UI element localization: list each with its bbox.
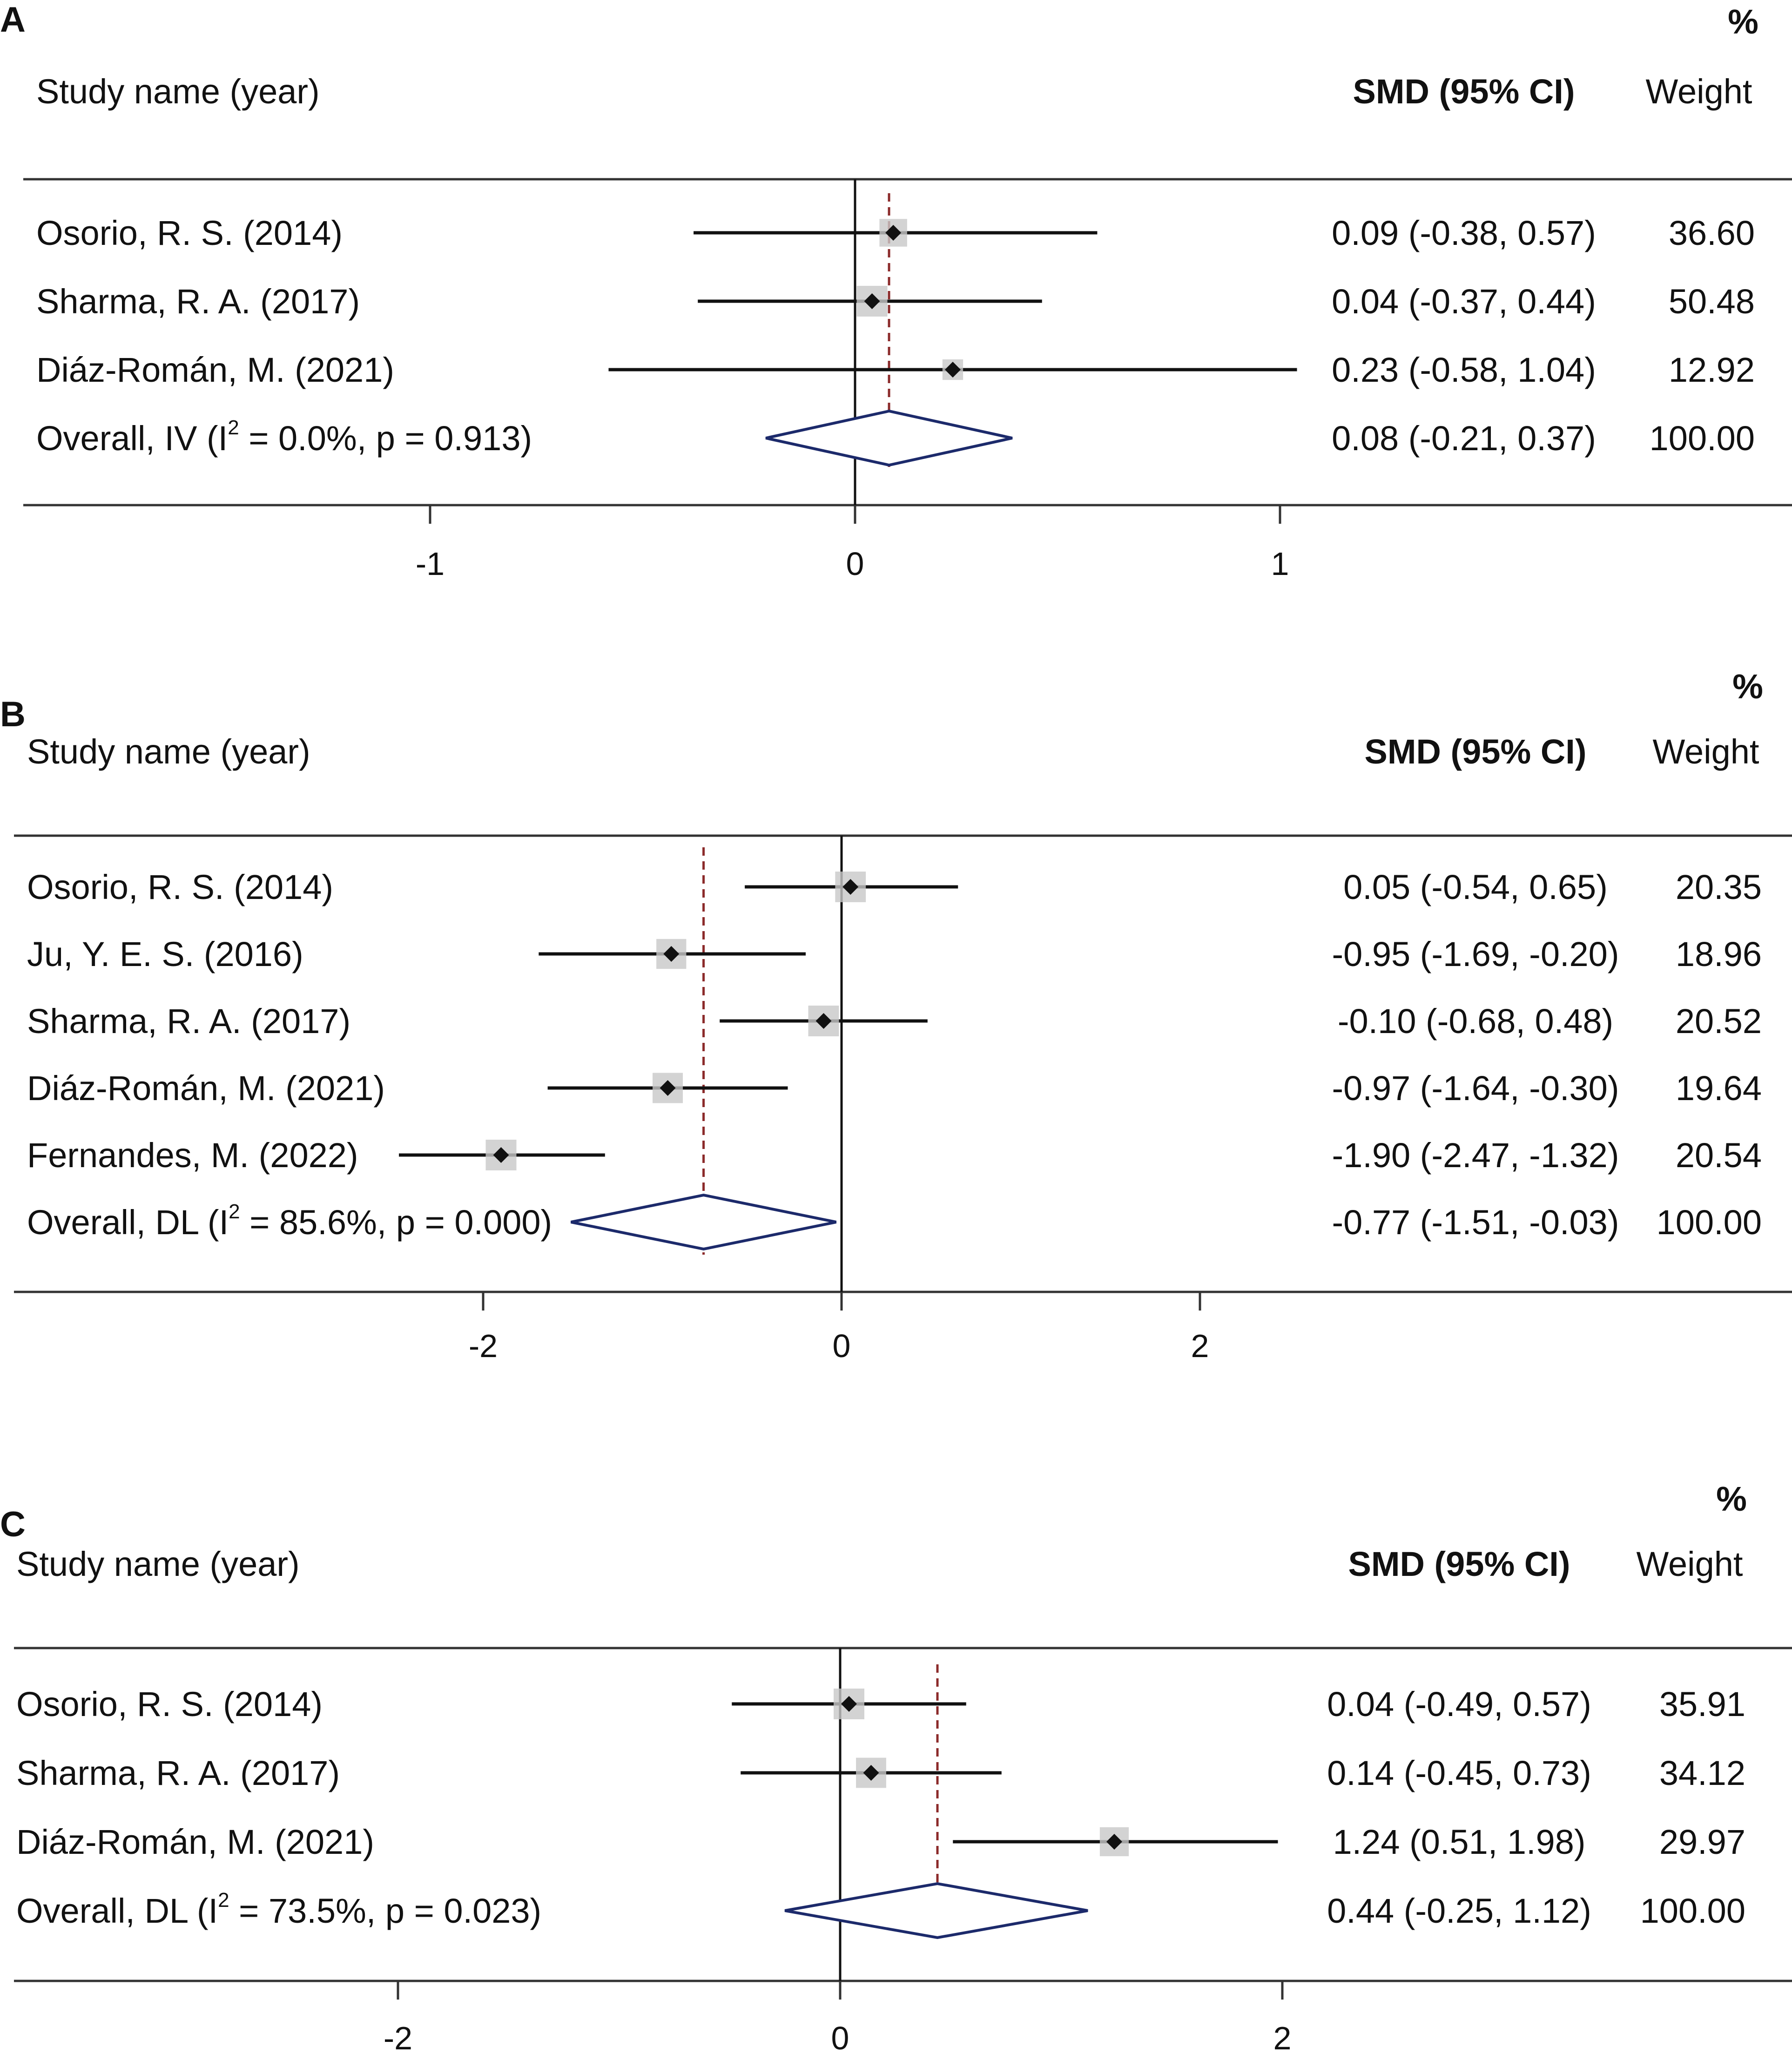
panel-a-study-ci-text: 0.04 (-0.37, 0.44) xyxy=(1332,282,1596,321)
panel-c-x-tick-label: 0 xyxy=(831,2020,849,2056)
panel-a-study-name: Osorio, R. S. (2014) xyxy=(36,214,343,252)
panel-a-overall-ci-text: 0.08 (-0.21, 0.37) xyxy=(1332,419,1596,458)
panel-b-study-ci-text: -0.10 (-0.68, 0.48) xyxy=(1338,1002,1613,1041)
panel-a-study-name: Diáz-Román, M. (2021) xyxy=(36,351,394,389)
panel-a-study-weight: 36.60 xyxy=(1669,214,1755,252)
panel-a-label: A xyxy=(0,0,26,40)
panel-b-header-percent: % xyxy=(1732,667,1763,706)
panel-c-point-estimate-marker xyxy=(841,1696,857,1712)
panel-a-point-estimate-marker xyxy=(885,225,902,241)
panel-b-point-estimate-marker xyxy=(663,946,680,962)
panel-b-study-name: Osorio, R. S. (2014) xyxy=(27,868,333,906)
panel-a-overall-diamond xyxy=(765,409,1013,467)
panel-a-point-estimate-marker xyxy=(944,362,961,378)
panel-b-header-smd: SMD (95% CI) xyxy=(1365,732,1587,771)
panel-a-overall-weight: 100.00 xyxy=(1650,419,1755,458)
panel-b-study-name: Diáz-Román, M. (2021) xyxy=(27,1069,385,1108)
panel-a-study-weight: 50.48 xyxy=(1669,282,1755,321)
panel-c-x-tick-label: -2 xyxy=(384,2020,412,2056)
panel-b-study-name: Ju, Y. E. S. (2016) xyxy=(27,935,303,973)
panel-b-label: B xyxy=(0,695,26,734)
panel-c-study-ci-text: 0.14 (-0.45, 0.73) xyxy=(1327,1754,1591,1792)
panel-c-header-percent: % xyxy=(1716,1480,1747,1518)
panel-b-x-tick-label: 0 xyxy=(833,1328,851,1364)
panel-b-point-estimate-marker xyxy=(842,879,859,895)
panel-b-point-estimate-marker xyxy=(815,1013,832,1029)
panel-a-point-estimate-marker xyxy=(864,293,880,309)
panel-b-study-name: Sharma, R. A. (2017) xyxy=(27,1002,350,1041)
panel-c-study-weight: 34.12 xyxy=(1659,1754,1745,1792)
panel-a-header-study: Study name (year) xyxy=(36,72,320,111)
panel-b-x-tick-label: 2 xyxy=(1191,1328,1209,1364)
panel-c-point-estimate-marker xyxy=(863,1765,879,1781)
panel-a-x-tick-label: 1 xyxy=(1271,546,1289,582)
panel-c-header-smd: SMD (95% CI) xyxy=(1348,1545,1570,1583)
panel-b-x-tick-label: -2 xyxy=(469,1328,498,1364)
panel-c-study-weight: 35.91 xyxy=(1659,1685,1745,1723)
panel-c-study-weight: 29.97 xyxy=(1659,1823,1745,1861)
panel-a-study-name: Sharma, R. A. (2017) xyxy=(36,282,360,321)
panel-b-point-estimate-marker xyxy=(660,1080,676,1096)
panel-b-study-ci-text: -0.95 (-1.69, -0.20) xyxy=(1332,935,1619,973)
panel-b-study-ci-text: -1.90 (-2.47, -1.32) xyxy=(1332,1136,1619,1175)
panel-c-label: C xyxy=(0,1505,26,1544)
panel-b-study-weight: 20.54 xyxy=(1676,1136,1762,1175)
panel-b-overall-ci-text: -0.77 (-1.51, -0.03) xyxy=(1332,1203,1619,1242)
panel-a-study-ci-text: 0.23 (-0.58, 1.04) xyxy=(1332,351,1596,389)
panel-c-study-name: Sharma, R. A. (2017) xyxy=(16,1754,340,1792)
panel-c-study-name: Diáz-Román, M. (2021) xyxy=(16,1823,374,1861)
panel-b-study-weight: 18.96 xyxy=(1676,935,1762,973)
panel-c-overall-diamond xyxy=(784,1882,1088,1939)
panel-c-study-name: Osorio, R. S. (2014) xyxy=(16,1685,323,1723)
panel-a-overall-label: Overall, IV (I2 = 0.0%, p = 0.913) xyxy=(36,416,532,458)
panel-b-header-study: Study name (year) xyxy=(27,732,310,771)
panel-c-overall-label: Overall, DL (I2 = 73.5%, p = 0.023) xyxy=(16,1889,541,1930)
panel-b-study-ci-text: 0.05 (-0.54, 0.65) xyxy=(1343,868,1608,906)
panel-a-header-weight: Weight xyxy=(1646,72,1752,111)
panel-b-overall-weight: 100.00 xyxy=(1657,1203,1762,1242)
panel-a-study-weight: 12.92 xyxy=(1669,351,1755,389)
panel-c-overall-ci-text: 0.44 (-0.25, 1.12) xyxy=(1327,1892,1591,1930)
panel-b-study-weight: 20.35 xyxy=(1676,868,1762,906)
panel-b-study-ci-text: -0.97 (-1.64, -0.30) xyxy=(1332,1069,1619,1108)
panel-b-study-weight: 20.52 xyxy=(1676,1002,1762,1041)
panel-a-x-tick-label: 0 xyxy=(846,546,864,582)
panel-b-overall-label: Overall, DL (I2 = 85.6%, p = 0.000) xyxy=(27,1200,552,1242)
panel-c-x-tick-label: 2 xyxy=(1273,2020,1292,2056)
panel-c-study-ci-text: 1.24 (0.51, 1.98) xyxy=(1333,1823,1585,1861)
panel-c-study-ci-text: 0.04 (-0.49, 0.57) xyxy=(1327,1685,1591,1723)
panel-c-header-weight: Weight xyxy=(1637,1545,1743,1583)
panel-a-header-smd: SMD (95% CI) xyxy=(1353,72,1575,111)
panel-c-point-estimate-marker xyxy=(1106,1834,1122,1850)
panel-a-x-tick-label: -1 xyxy=(416,546,445,582)
panel-a-header-percent: % xyxy=(1728,2,1758,41)
panel-c-overall-weight: 100.00 xyxy=(1640,1892,1745,1930)
panel-b-study-name: Fernandes, M. (2022) xyxy=(27,1136,358,1175)
panel-c-header-study: Study name (year) xyxy=(16,1545,300,1583)
panel-b-header-weight: Weight xyxy=(1653,732,1759,771)
panel-b-study-weight: 19.64 xyxy=(1676,1069,1762,1108)
panel-b-point-estimate-marker xyxy=(493,1147,509,1163)
panel-a-study-ci-text: 0.09 (-0.38, 0.57) xyxy=(1332,214,1596,252)
panel-b-overall-diamond xyxy=(571,1193,837,1251)
